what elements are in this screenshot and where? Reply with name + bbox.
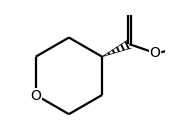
- Text: O: O: [30, 89, 41, 103]
- Text: O: O: [150, 46, 161, 60]
